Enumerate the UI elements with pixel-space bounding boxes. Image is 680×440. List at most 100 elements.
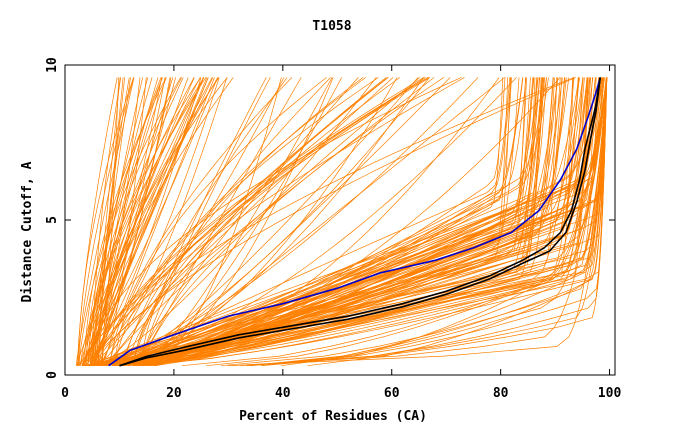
bulk-series-line: [245, 77, 608, 367]
bulk-series-line: [122, 77, 557, 367]
bulk-series-line: [94, 77, 205, 366]
bulk-series-line: [88, 77, 166, 366]
bulk-series-line: [90, 77, 430, 367]
highlight-series-group: [108, 77, 602, 367]
bulk-series-line: [137, 77, 302, 366]
bulk-series-line: [81, 77, 202, 366]
bulk-series-line: [99, 77, 398, 367]
bulk-series-line: [148, 77, 593, 367]
bulk-series-line: [104, 77, 509, 367]
bulk-series-line: [132, 77, 547, 367]
bulk-series-line: [77, 77, 218, 366]
bulk-series-line: [97, 77, 594, 367]
highlight-series-blue: [108, 77, 602, 367]
bulk-series-line: [91, 77, 604, 367]
bulk-series-line: [149, 77, 588, 367]
bulk-series-line: [132, 77, 546, 367]
bulk-series-line: [100, 77, 544, 367]
bulk-series-line: [93, 77, 205, 366]
bulk-series-line: [82, 77, 535, 367]
bulk-series-line: [115, 77, 327, 366]
bulk-series-group: [75, 77, 608, 367]
x-tick-label: 100: [598, 386, 622, 401]
bulk-series-line: [95, 77, 576, 366]
bulk-series-line: [144, 77, 555, 367]
bulk-series-line: [150, 77, 524, 367]
bulk-series-line: [122, 77, 419, 367]
bulk-series-line: [115, 77, 379, 366]
bulk-series-line: [101, 77, 215, 366]
bulk-series-line: [142, 77, 589, 367]
bulk-series-line: [143, 77, 506, 367]
bulk-series-line: [144, 77, 333, 366]
bulk-series-line: [260, 77, 608, 367]
bulk-series-line: [82, 77, 174, 366]
y-tick-label: 5: [45, 216, 60, 224]
y-tick-label: 10: [45, 57, 60, 73]
bulk-series-line: [91, 77, 424, 366]
x-axis-label: Percent of Residues (CA): [239, 409, 427, 424]
bulk-series-line: [87, 77, 462, 366]
bulk-series-line: [95, 77, 228, 366]
bulk-series-line: [281, 77, 608, 367]
bulk-series-line: [109, 77, 367, 366]
bulk-series-line: [98, 77, 130, 366]
bulk-series-line: [99, 77, 195, 366]
bulk-series-line: [142, 77, 444, 366]
bulk-series-line: [83, 77, 214, 366]
bulk-series-line: [133, 77, 596, 367]
bulk-series-line: [88, 77, 171, 366]
y-axis-label: Distance Cutoff, A: [20, 161, 35, 302]
bulk-series-line: [122, 77, 604, 367]
bulk-series-line: [99, 77, 120, 366]
bulk-series-line: [124, 77, 538, 367]
bulk-series-line: [84, 77, 172, 366]
highlight-series-black: [119, 77, 602, 367]
bulk-series-line: [109, 77, 511, 367]
bulk-series-line: [94, 77, 394, 366]
axis-ticks: 0 20 40 60 80 100 0 5 10: [45, 57, 621, 401]
bulk-series-line: [78, 77, 135, 366]
bulk-series-line: [100, 77, 538, 367]
bulk-series-line: [138, 77, 334, 367]
highlight-series-black: [119, 77, 602, 367]
bulk-series-line: [132, 77, 451, 366]
bulk-series-line: [142, 77, 543, 367]
bulk-series-line: [100, 77, 512, 367]
bulk-series-line: [307, 77, 608, 367]
bulk-series-line: [94, 77, 426, 366]
bulk-series-line: [93, 77, 141, 366]
bulk-series-line: [181, 77, 608, 367]
x-tick-label: 80: [493, 386, 509, 401]
y-tick-label: 0: [45, 371, 60, 379]
bulk-series-line: [240, 77, 608, 367]
bulk-series-line: [89, 77, 159, 366]
bulk-series-line: [77, 77, 118, 366]
x-tick-label: 40: [275, 386, 291, 401]
bulk-series-line: [143, 77, 343, 366]
bulk-series-line: [84, 77, 435, 366]
x-tick-label: 20: [166, 386, 182, 401]
bulk-series-line: [101, 77, 285, 366]
bulk-series-line: [122, 77, 563, 367]
bulk-series-line: [92, 77, 122, 366]
bulk-series-line: [128, 77, 504, 367]
bulk-series-line: [155, 77, 512, 367]
bulk-series-line: [97, 77, 163, 366]
bulk-series-line: [141, 77, 364, 366]
bulk-series-line: [249, 77, 608, 367]
bulk-series-line: [90, 77, 559, 367]
bulk-series-line: [155, 77, 566, 367]
bulk-series-line: [139, 77, 271, 366]
bulk-series-line: [86, 77, 479, 367]
bulk-series-line: [122, 77, 531, 367]
bulk-series-line: [78, 77, 220, 366]
bulk-series-line: [84, 77, 207, 366]
bulk-series-line: [95, 77, 588, 367]
bulk-series-line: [123, 77, 288, 366]
bulk-series-line: [106, 77, 421, 366]
bulk-series-line: [134, 77, 429, 366]
bulk-series-line: [84, 77, 167, 366]
bulk-series-line: [89, 77, 517, 367]
